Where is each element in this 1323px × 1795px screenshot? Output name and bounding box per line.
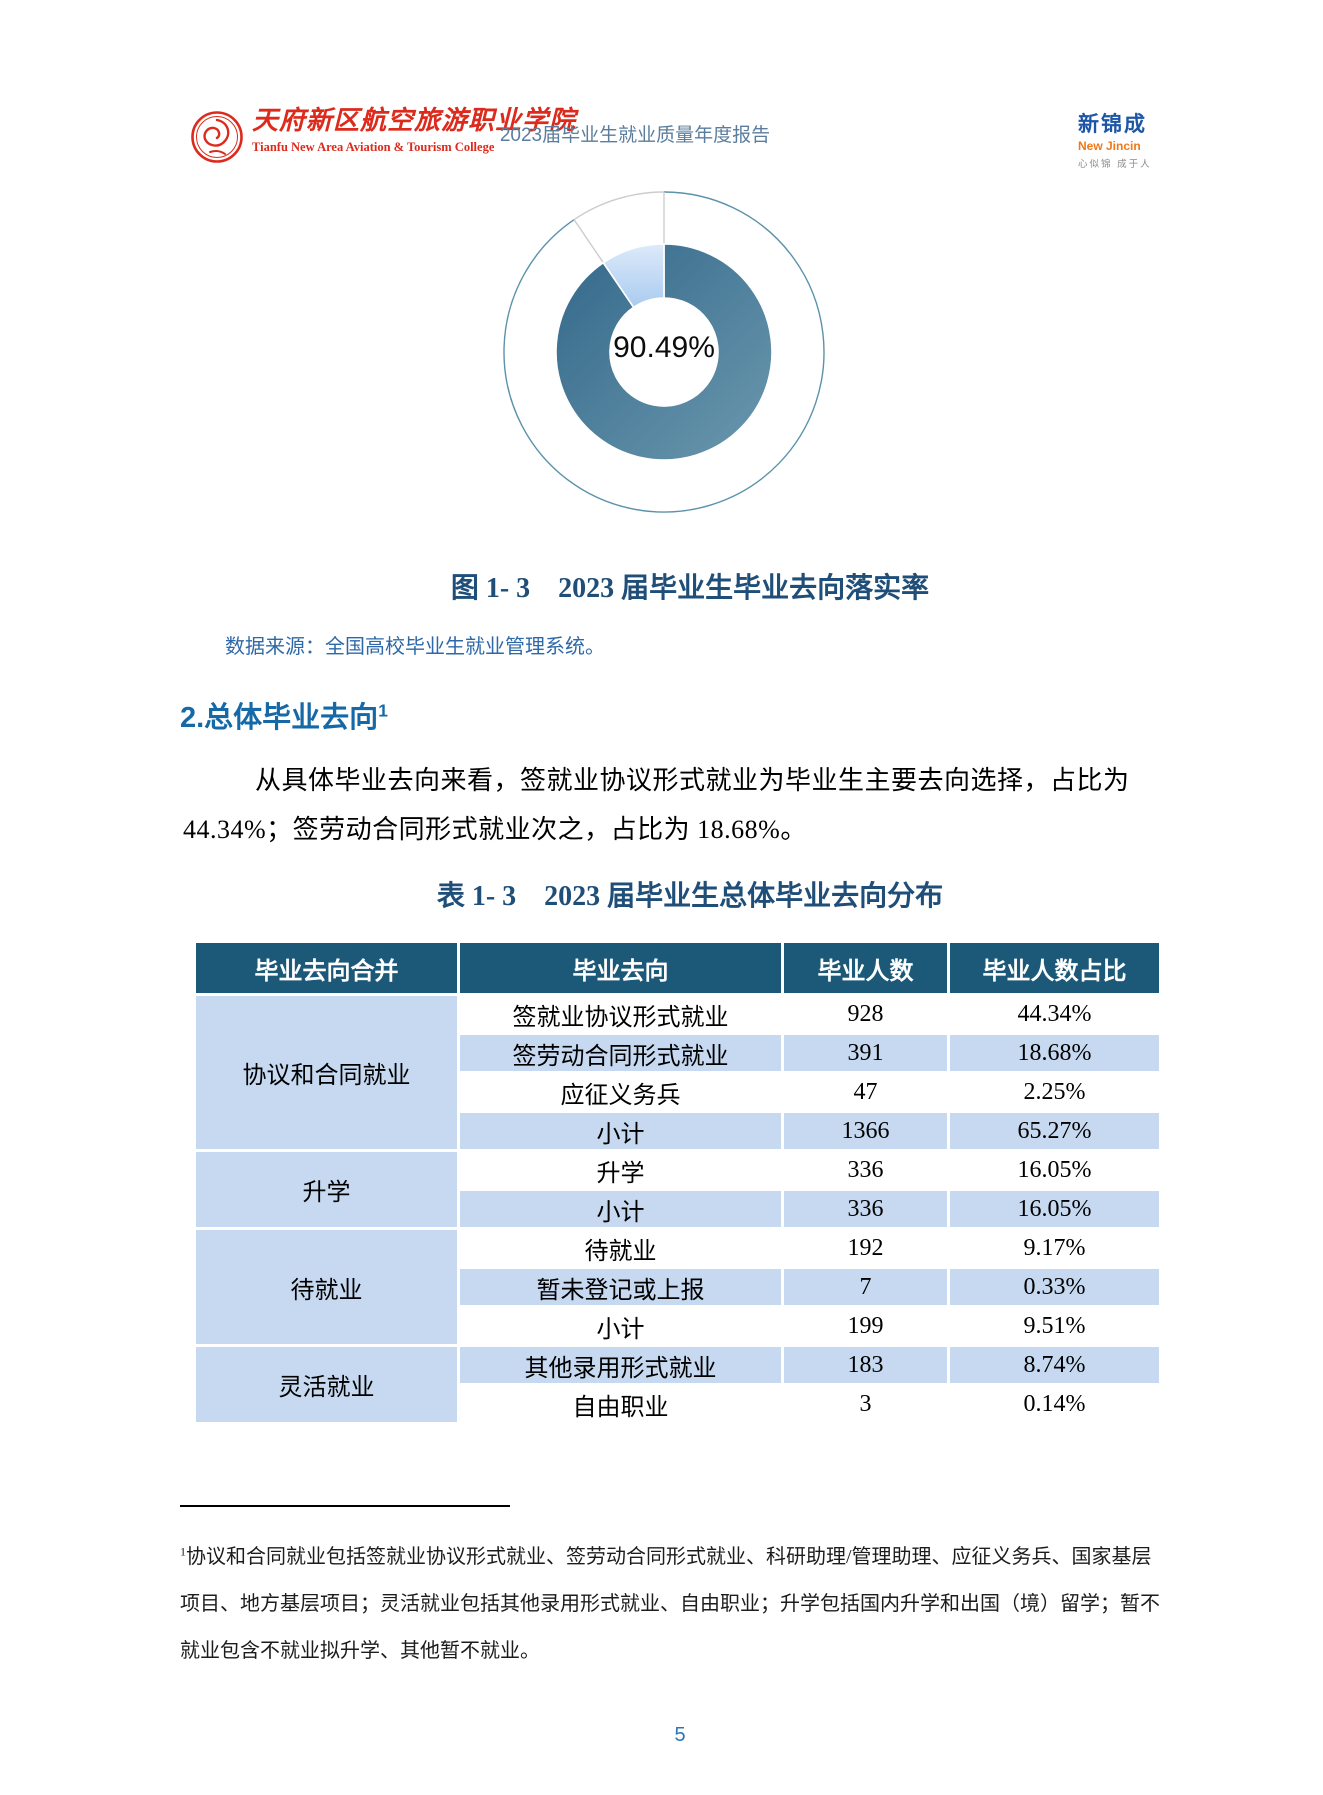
cell-dest: 签劳动合同形式就业: [457, 1032, 784, 1074]
cell-pct: 0.33%: [947, 1266, 1162, 1308]
college-phoenix-logo-icon: [190, 110, 244, 164]
page-number: 5: [674, 1724, 686, 1746]
table-row: 应征义务兵 47 2.25%: [195, 1071, 1162, 1113]
table-row: 自由职业 3 0.14%: [195, 1383, 1162, 1425]
data-source-note: 数据来源：全国高校毕业生就业管理系统。: [225, 636, 605, 658]
cell-pct: 9.17%: [947, 1227, 1162, 1269]
cell-count: 1366: [781, 1110, 950, 1152]
brand-name-zh: 新锦成: [1078, 113, 1147, 136]
col-header-destination: 毕业去向: [457, 940, 784, 996]
group-cell-agreement: 协议和合同就业: [193, 993, 460, 1152]
brand-name-en: New Jincin: [1078, 139, 1141, 153]
group-cell-flexible: 灵活就业: [193, 1344, 460, 1425]
cell-count: 183: [781, 1344, 950, 1386]
table-row: 灵活就业 其他录用形式就业 183 8.74%: [193, 1344, 1162, 1425]
cell-count: 336: [781, 1149, 950, 1191]
table-row: 小计 1366 65.27%: [195, 1110, 1162, 1152]
cell-pct: 0.14%: [947, 1383, 1162, 1425]
cell-dest: 暂未登记或上报: [457, 1266, 784, 1308]
footnote-line-2: 项目、地方基层项目；灵活就业包括其他录用形式就业、自由职业；升学包括国内升学和出…: [180, 1593, 1160, 1615]
col-header-percentage: 毕业人数占比: [947, 940, 1162, 996]
cell-dest: 自由职业: [457, 1383, 784, 1425]
footnote-marker: 1: [180, 1544, 186, 1559]
table-header-row: 毕业去向合并 毕业去向 毕业人数 毕业人数占比: [193, 940, 1162, 996]
graduation-destination-table: 毕业去向合并 毕业去向 毕业人数 毕业人数占比 协议和合同就业 签就业协议形式就…: [193, 940, 1162, 1425]
cell-count: 928: [781, 993, 950, 1035]
cell-pct: 9.51%: [947, 1305, 1162, 1347]
cell-count: 7: [781, 1266, 950, 1308]
cell-dest: 签就业协议形式就业: [457, 993, 784, 1035]
college-name-en: Tianfu New Area Aviation & Tourism Colle…: [252, 140, 495, 154]
group-cell-further-study: 升学: [193, 1149, 460, 1230]
cell-pct: 16.05%: [947, 1188, 1162, 1230]
cell-pct: 8.74%: [947, 1344, 1162, 1386]
outer-ring-remainder-arc: [573, 191, 665, 221]
donut-center-label: 90.49%: [613, 331, 715, 364]
group-cell-pending: 待就业: [193, 1227, 460, 1347]
table-row: 暂未登记或上报 7 0.33%: [195, 1266, 1162, 1308]
footnote-line-3: 就业包含不就业拟升学、其他暂不就业。: [180, 1640, 540, 1662]
cell-count: 199: [781, 1305, 950, 1347]
cell-count: 336: [781, 1188, 950, 1230]
table-row: 待就业 待就业 192 9.17%: [193, 1227, 1162, 1347]
cell-pct: 18.68%: [947, 1032, 1162, 1074]
cell-pct: 2.25%: [947, 1071, 1162, 1113]
table-row: 签劳动合同形式就业 391 18.68%: [195, 1032, 1162, 1074]
cell-pct: 65.27%: [947, 1110, 1162, 1152]
footnote-separator: [180, 1505, 510, 1507]
donut-chart: [474, 158, 854, 548]
section-footnote-ref: 1: [378, 700, 388, 721]
table-row: 协议和合同就业 签就业协议形式就业 928 44.34%: [193, 993, 1162, 1152]
cell-dest: 小计: [457, 1305, 784, 1347]
brand-tagline: 心似锦 成于人: [1078, 159, 1152, 170]
col-header-group: 毕业去向合并: [193, 940, 460, 996]
cell-pct: 44.34%: [947, 993, 1162, 1035]
cell-count: 47: [781, 1071, 950, 1113]
cell-dest: 应征义务兵: [457, 1071, 784, 1113]
donut-slice-remainder: [602, 243, 665, 309]
section-heading-text: 2.总体毕业去向: [180, 702, 379, 734]
cell-count: 3: [781, 1383, 950, 1425]
brand-logo: 新锦成 New Jincin 心似锦 成于人: [1078, 108, 1188, 170]
footnote-text-1: 协议和合同就业包括签就业协议形式就业、签劳动合同形式就业、科研助理/管理助理、应…: [186, 1546, 1152, 1568]
section-heading: 2.总体毕业去向1: [180, 694, 388, 736]
cell-dest: 待就业: [457, 1227, 784, 1269]
cell-count: 391: [781, 1032, 950, 1074]
college-name-zh: 天府新区航空旅游职业学院: [252, 106, 577, 135]
report-title: 2023届毕业生就业质量年度报告: [499, 125, 771, 146]
cell-dest: 升学: [457, 1149, 784, 1191]
table-caption: 表 1- 3 2023 届毕业生总体毕业去向分布: [436, 881, 944, 912]
footnote-line-1: 1协议和合同就业包括签就业协议形式就业、签劳动合同形式就业、科研助理/管理助理、…: [180, 1540, 1152, 1569]
table-row: 小计 199 9.51%: [195, 1305, 1162, 1347]
donut-slice-implemented: [555, 243, 773, 461]
college-name-block: 天府新区航空旅游职业学院 Tianfu New Area Aviation & …: [252, 100, 577, 155]
body-paragraph-line-1: 从具体毕业去向来看，签就业协议形式就业为毕业生主要去向选择，占比为: [255, 766, 1130, 795]
outer-ring-main-arc: [503, 191, 825, 513]
cell-count: 192: [781, 1227, 950, 1269]
ring-divider-left: [573, 219, 604, 264]
body-paragraph-line-2: 44.34%；签劳动合同形式就业次之，占比为 18.68%。: [183, 815, 807, 844]
cell-dest: 小计: [457, 1110, 784, 1152]
table-row: 升学 升学 336 16.05%: [193, 1149, 1162, 1230]
cell-dest: 小计: [457, 1188, 784, 1230]
cell-dest: 其他录用形式就业: [457, 1344, 784, 1386]
table-row: 小计 336 16.05%: [195, 1188, 1162, 1230]
col-header-count: 毕业人数: [781, 940, 950, 996]
cell-pct: 16.05%: [947, 1149, 1162, 1191]
page-header: 天府新区航空旅游职业学院 Tianfu New Area Aviation & …: [0, 0, 1323, 175]
figure-caption: 图 1- 3 2023 届毕业生毕业去向落实率: [450, 573, 930, 604]
